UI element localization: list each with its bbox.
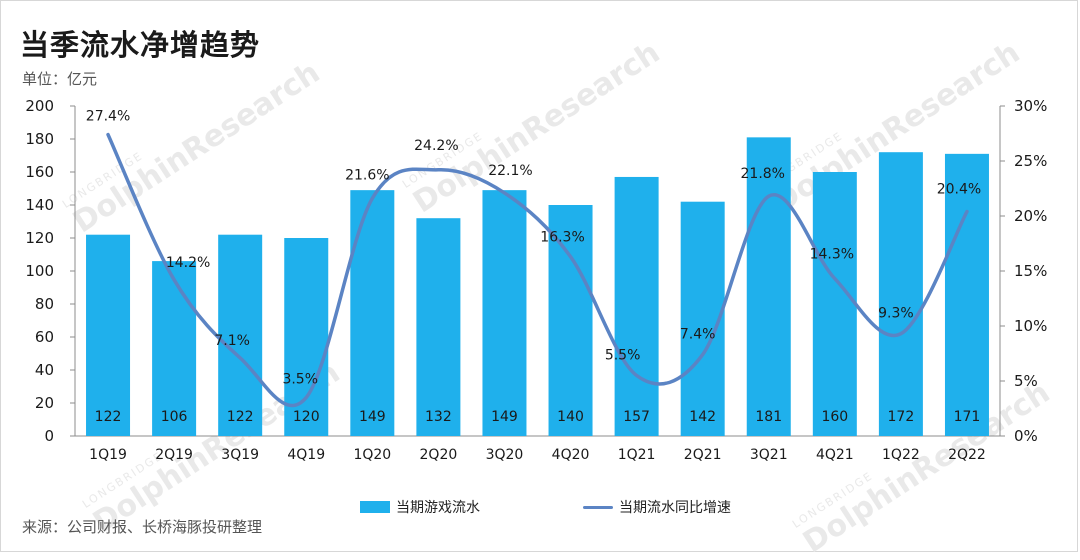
legend-line-swatch <box>583 505 613 509</box>
y-left-tick-label: 80 <box>35 295 54 313</box>
y-right-tick-label: 0% <box>1014 427 1038 445</box>
x-tick-label: 2Q21 <box>684 447 722 463</box>
unit-label: 单位：亿元 <box>22 70 98 88</box>
bar-value-label: 149 <box>359 409 386 425</box>
x-tick-label: 4Q20 <box>552 447 590 463</box>
y-right-tick-label: 5% <box>1014 372 1038 390</box>
bar <box>878 152 923 436</box>
bar <box>284 238 329 436</box>
bar <box>548 205 593 436</box>
y-right-tick-label: 15% <box>1014 262 1047 280</box>
x-tick-label: 2Q20 <box>420 447 458 463</box>
x-tick-label: 4Q21 <box>816 447 854 463</box>
bar-value-label: 122 <box>95 409 122 425</box>
x-tick-label: 3Q19 <box>221 447 259 463</box>
bar <box>812 172 857 436</box>
bar-value-label: 171 <box>954 409 981 425</box>
bar-value-label: 181 <box>755 409 782 425</box>
x-tick-label: 4Q19 <box>287 447 325 463</box>
bar-value-label: 106 <box>161 409 188 425</box>
y-left-tick-label: 0 <box>44 427 54 445</box>
legend-item-bar: 当期游戏流水 <box>360 497 480 517</box>
bar <box>746 137 791 436</box>
y-right-tick-label: 10% <box>1014 317 1047 335</box>
y-left-tick-label: 100 <box>25 262 54 280</box>
x-tick-label: 1Q21 <box>618 447 656 463</box>
bar <box>152 261 197 436</box>
bar-value-label: 132 <box>425 409 452 425</box>
y-left-tick-label: 200 <box>25 97 54 115</box>
x-tick-label: 1Q20 <box>353 447 391 463</box>
line-value-label: 5.5% <box>605 348 641 364</box>
line-value-label: 9.3% <box>878 306 914 322</box>
legend-line-label: 当期流水同比增速 <box>619 500 731 516</box>
legend-bar-label: 当期游戏流水 <box>396 500 480 516</box>
y-left-tick-label: 160 <box>25 163 54 181</box>
line-value-label: 7.4% <box>680 327 716 343</box>
line-value-label: 20.4% <box>937 182 981 198</box>
y-right-tick-label: 30% <box>1014 97 1047 115</box>
line-value-label: 22.1% <box>488 163 532 179</box>
line-value-label: 14.3% <box>810 247 854 263</box>
y-left-tick-label: 20 <box>35 394 54 412</box>
growth-line <box>106 132 969 408</box>
bar <box>218 234 263 436</box>
bar <box>86 234 131 436</box>
x-tick-label: 3Q20 <box>486 447 524 463</box>
bar-value-label: 142 <box>689 409 716 425</box>
bar <box>350 190 395 436</box>
y-left-tick-label: 40 <box>35 361 54 379</box>
x-tick-label: 3Q21 <box>750 447 788 463</box>
line-value-label: 24.2% <box>414 138 458 154</box>
y-right-tick-label: 20% <box>1014 207 1047 225</box>
y-left-tick-label: 180 <box>25 130 54 148</box>
bar-value-label: 149 <box>491 409 518 425</box>
legend-item-line: 当期流水同比增速 <box>583 497 731 517</box>
x-tick-label: 1Q19 <box>89 447 127 463</box>
y-left-tick-label: 120 <box>25 229 54 247</box>
line-value-label: 16.3% <box>540 230 584 246</box>
bar-value-label: 157 <box>623 409 650 425</box>
bar-value-label: 172 <box>888 409 915 425</box>
line-value-label: 27.4% <box>86 109 130 125</box>
bar-value-label: 120 <box>293 409 320 425</box>
line-value-label: 21.8% <box>741 166 785 182</box>
y-right-tick-label: 25% <box>1014 152 1047 170</box>
bar <box>416 218 461 436</box>
source-note: 来源：公司财报、长桥海豚投研整理 <box>22 518 263 536</box>
bar <box>944 153 989 436</box>
x-tick-label: 2Q22 <box>948 447 986 463</box>
line-value-label: 3.5% <box>282 372 318 388</box>
chart-title: 当季流水净增趋势 <box>20 28 261 62</box>
bar <box>482 190 527 436</box>
bar-value-label: 140 <box>557 409 584 425</box>
y-left-tick-label: 140 <box>25 196 54 214</box>
bar <box>680 201 725 436</box>
bar <box>614 176 659 436</box>
x-tick-label: 2Q19 <box>155 447 193 463</box>
legend-bar-swatch <box>360 501 390 513</box>
bar-value-label: 122 <box>227 409 254 425</box>
line-value-label: 14.2% <box>166 255 210 271</box>
x-tick-label: 1Q22 <box>882 447 920 463</box>
bar-value-label: 160 <box>821 409 848 425</box>
y-left-tick-label: 60 <box>35 328 54 346</box>
line-value-label: 21.6% <box>345 167 389 183</box>
line-value-label: 7.1% <box>214 333 250 349</box>
